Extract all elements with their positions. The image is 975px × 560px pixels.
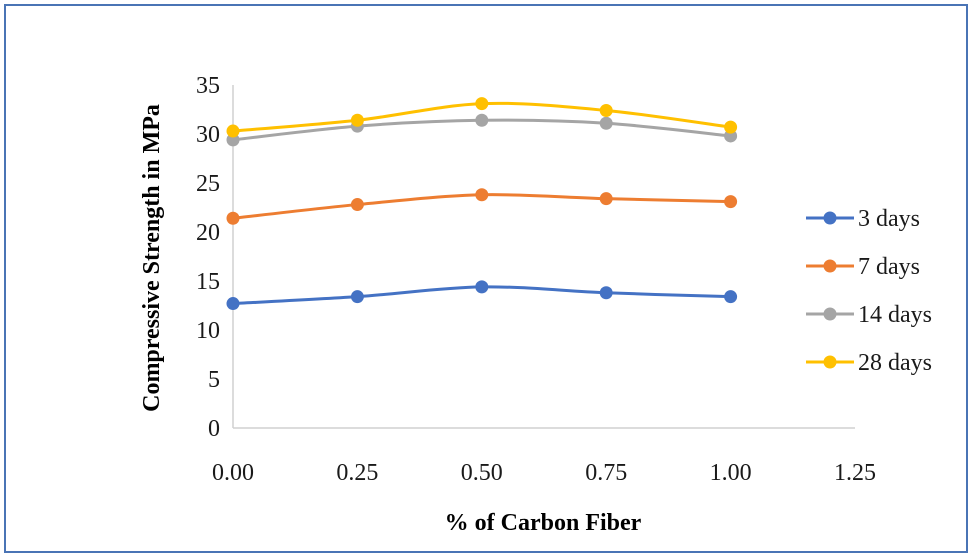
y-tick-labels: 0 5 10 15 20 25 30 35 [196, 73, 220, 442]
legend-item: 7 days [806, 254, 920, 280]
legend-label: 28 days [858, 350, 932, 376]
y-tick-label: 30 [196, 122, 220, 148]
legend-swatch-marker [823, 259, 837, 273]
series-28-days [226, 97, 738, 138]
data-point [350, 290, 364, 304]
data-point [350, 198, 364, 212]
legend-item: 3 days [806, 206, 920, 232]
data-point [475, 280, 489, 294]
y-axis-title: Compressive Strength in MPa [139, 104, 165, 412]
y-tick-label: 25 [196, 171, 220, 197]
series-14-days [226, 113, 738, 147]
x-axis-title: % of Carbon Fiber [445, 510, 642, 536]
legend-item: 28 days [806, 350, 932, 376]
x-tick-label: 0.50 [461, 460, 503, 486]
legend-swatch-marker [823, 355, 837, 369]
data-point [475, 113, 489, 127]
series-3-days [226, 280, 738, 311]
legend-swatch-marker [823, 211, 837, 225]
data-point [226, 211, 240, 225]
chart-axes [232, 85, 855, 429]
y-tick-label: 20 [196, 220, 220, 246]
data-point [599, 116, 613, 130]
legend-item: 14 days [806, 302, 932, 328]
x-tick-label: 0.25 [336, 460, 378, 486]
legend-label: 14 days [858, 302, 932, 328]
data-point [599, 286, 613, 300]
x-tick-label: 1.25 [834, 460, 876, 486]
y-tick-label: 0 [208, 416, 220, 442]
legend: 3 days 7 days 14 days 28 days [806, 206, 932, 376]
y-tick-label: 35 [196, 73, 220, 99]
data-point [724, 195, 738, 209]
data-point [475, 97, 489, 111]
series-7-days [226, 188, 738, 225]
data-point [724, 290, 738, 304]
data-point [226, 297, 240, 311]
data-point [475, 188, 489, 202]
x-tick-labels: 0.00 0.25 0.50 0.75 1.00 1.25 [212, 460, 876, 486]
data-point [350, 113, 364, 127]
data-point [599, 103, 613, 117]
legend-swatch-marker [823, 307, 837, 321]
legend-label: 3 days [858, 206, 920, 232]
data-point [599, 192, 613, 206]
legend-label: 7 days [858, 254, 920, 280]
chart-frame [4, 4, 968, 553]
x-tick-label: 0.75 [585, 460, 627, 486]
x-tick-label: 1.00 [710, 460, 752, 486]
x-tick-label: 0.00 [212, 460, 254, 486]
series-layer [226, 97, 738, 311]
data-point [226, 124, 240, 138]
y-tick-label: 10 [196, 318, 220, 344]
y-tick-label: 15 [196, 269, 220, 295]
y-tick-label: 5 [208, 367, 220, 393]
data-point [724, 120, 738, 134]
